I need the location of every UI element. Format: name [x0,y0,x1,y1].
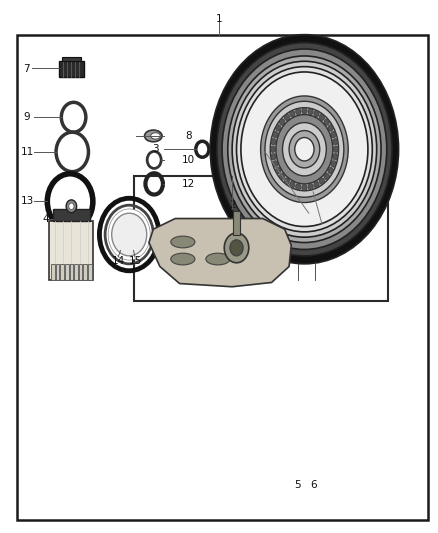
Text: 15: 15 [129,256,142,266]
Circle shape [333,154,338,160]
Bar [79,264,82,280]
Text: 8: 8 [185,131,192,141]
Text: 13: 13 [21,197,34,206]
Bar [56,264,60,280]
Text: 12: 12 [182,179,195,189]
Bar [134,176,388,301]
Circle shape [279,173,285,180]
Ellipse shape [206,253,230,265]
Circle shape [283,123,326,176]
Bar [88,264,92,280]
Bar [65,264,69,280]
Text: 5: 5 [294,480,301,490]
Circle shape [271,139,276,145]
Circle shape [308,184,313,190]
Circle shape [302,108,307,114]
Text: 10: 10 [182,155,195,165]
Circle shape [237,67,372,232]
Bar [83,264,87,280]
Circle shape [284,114,290,120]
Circle shape [289,131,320,168]
Text: 1: 1 [215,14,223,23]
Bar [74,264,78,280]
Circle shape [69,203,74,209]
Circle shape [331,131,336,138]
Bar [53,209,90,221]
Text: 2: 2 [229,200,236,210]
Ellipse shape [145,130,162,142]
Circle shape [265,101,344,197]
Circle shape [224,233,249,263]
Bar [60,264,64,280]
Circle shape [302,184,307,191]
Circle shape [276,125,281,131]
Circle shape [324,173,329,180]
Circle shape [314,110,319,117]
Bar [233,211,240,235]
Circle shape [324,119,329,125]
Circle shape [319,178,325,184]
Bar [62,57,81,61]
Circle shape [333,139,338,145]
Circle shape [217,43,392,256]
Text: 4: 4 [42,214,49,223]
Circle shape [308,108,313,115]
Text: 3: 3 [152,144,159,154]
Circle shape [284,178,290,184]
Circle shape [222,49,387,249]
Circle shape [270,108,339,191]
Circle shape [296,108,301,115]
Circle shape [331,161,336,167]
Circle shape [108,209,150,260]
Circle shape [66,200,77,213]
Circle shape [261,96,348,203]
Circle shape [272,161,278,167]
Circle shape [271,154,276,160]
Circle shape [290,110,295,117]
Bar [51,264,55,280]
Text: 9: 9 [24,112,31,122]
Bar [70,264,73,280]
Circle shape [296,184,301,190]
Bar [49,221,93,280]
Text: 14: 14 [112,256,125,266]
Circle shape [276,167,281,174]
Text: 6: 6 [310,480,317,490]
Circle shape [272,131,278,138]
Polygon shape [149,219,291,287]
FancyBboxPatch shape [59,61,84,77]
Circle shape [319,114,325,120]
Circle shape [279,119,285,125]
Circle shape [314,182,319,188]
Circle shape [232,61,377,237]
Circle shape [328,125,333,131]
Circle shape [270,146,276,152]
Circle shape [228,56,381,243]
Circle shape [112,213,147,256]
Ellipse shape [151,133,160,139]
Circle shape [241,72,368,227]
Ellipse shape [171,236,195,248]
Circle shape [333,146,339,152]
Text: 7: 7 [23,64,30,74]
Circle shape [290,182,295,188]
Text: 11: 11 [21,147,34,157]
Circle shape [295,138,314,161]
Circle shape [210,35,399,264]
Circle shape [328,167,333,174]
Circle shape [230,240,243,256]
Ellipse shape [171,253,195,265]
Circle shape [276,115,333,184]
